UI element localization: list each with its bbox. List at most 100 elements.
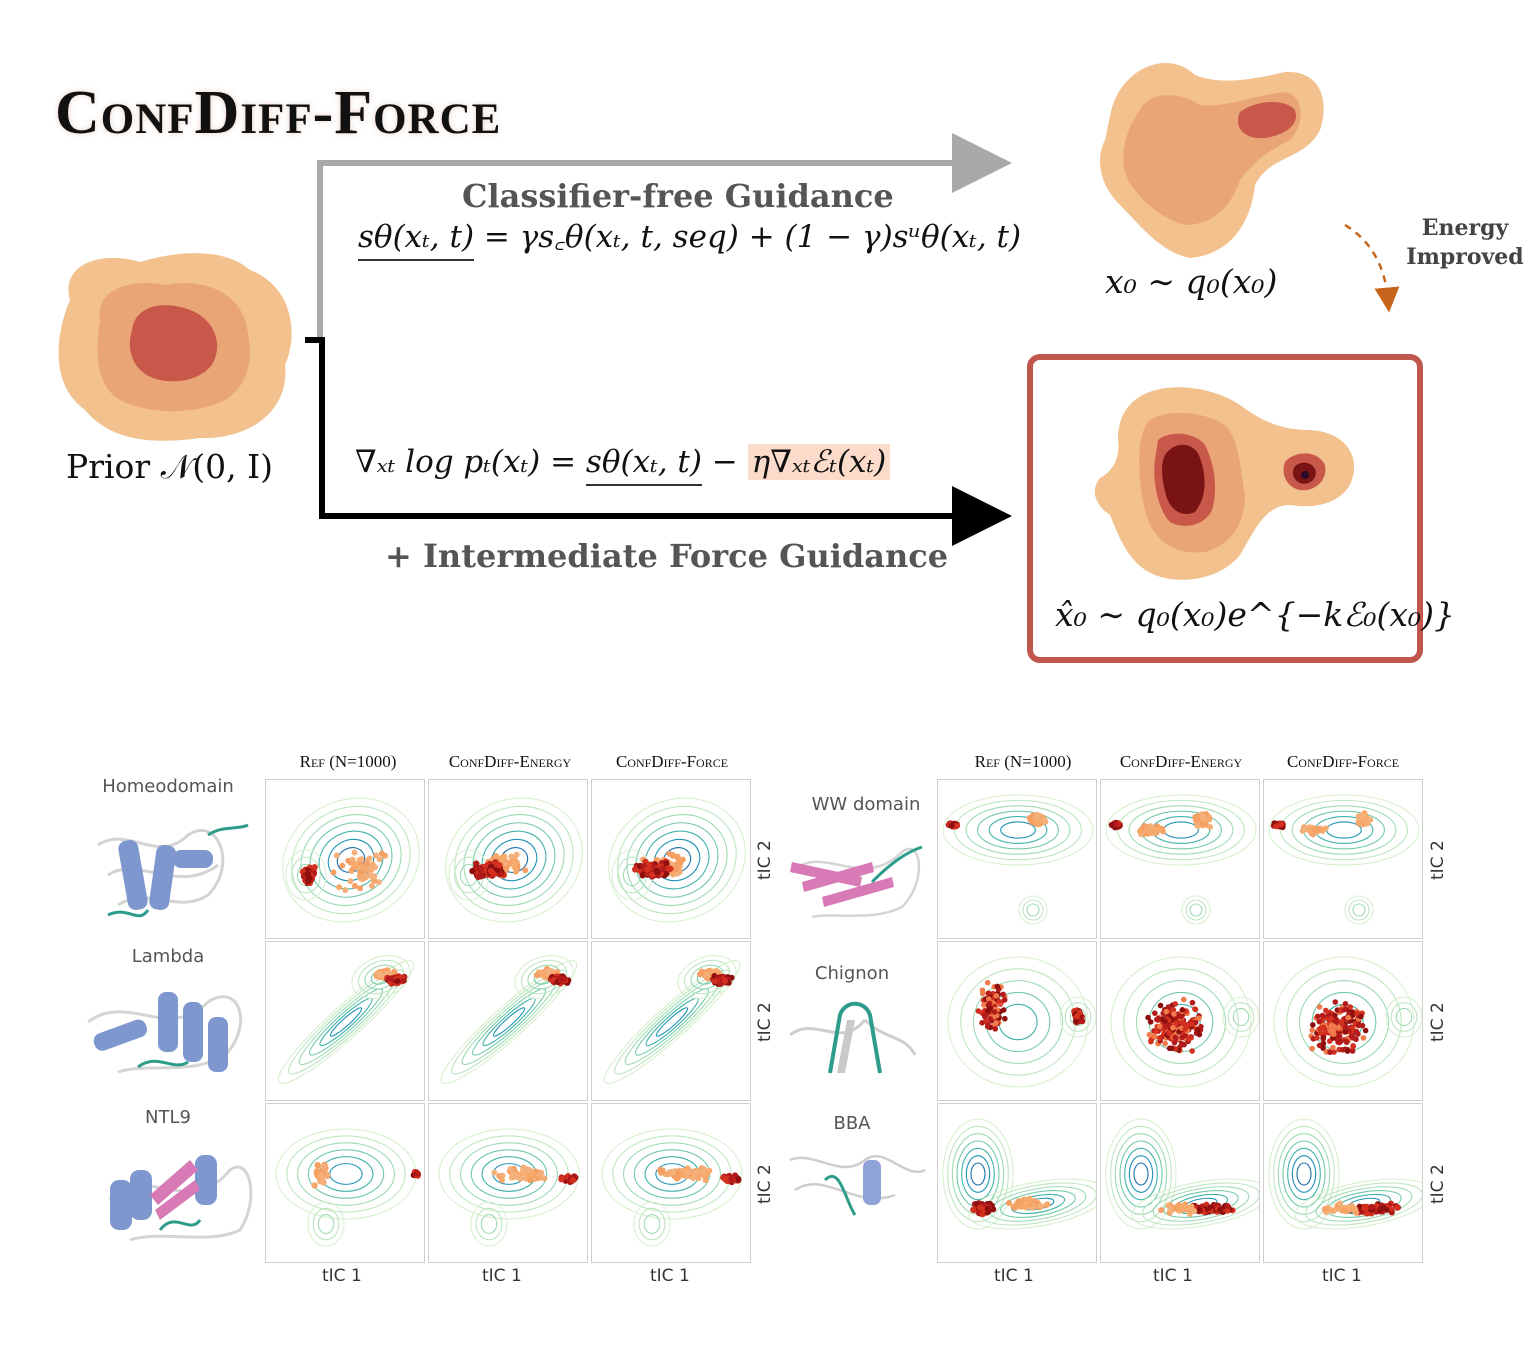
sample-point [985, 990, 992, 997]
sample-point [1005, 1200, 1012, 1207]
panel-plot [1105, 794, 1257, 925]
sample-point [522, 867, 529, 874]
sample-point [1362, 1205, 1369, 1212]
sample-point [1178, 1013, 1184, 1020]
sample-point [1350, 1043, 1356, 1050]
sample-point [1359, 821, 1366, 828]
right-col-header-ref: Ref (N=1000) [974, 752, 1072, 771]
contour-line [308, 988, 384, 1056]
x-axis-label: tIC 1 [482, 1266, 522, 1286]
sample-point [1185, 1035, 1192, 1042]
contour-line [461, 978, 557, 1066]
page-title: ConfDiff-Force [55, 79, 502, 147]
sample-point [1157, 1035, 1163, 1041]
contour-line [1114, 1133, 1168, 1215]
contour-line [601, 1128, 743, 1220]
sample-point [558, 1176, 565, 1183]
contour-line [298, 978, 394, 1066]
panel-chignon-ref [937, 941, 1097, 1101]
energy-note: Energy Improved [1400, 214, 1530, 272]
contour-line [965, 805, 1071, 855]
sample-point [1180, 996, 1187, 1003]
contour-line [470, 1201, 508, 1247]
sample-point [979, 990, 986, 997]
contour-line [445, 797, 583, 923]
contour-line [977, 810, 1059, 850]
contour-line [1352, 903, 1366, 917]
energy-note-line1: Energy [1421, 215, 1509, 241]
contour-line [1268, 794, 1420, 866]
row-label-ntl9: NTL9 [145, 1107, 191, 1128]
panel-lambda-energy [428, 941, 588, 1101]
contour-line [608, 797, 746, 923]
sample-point [1011, 1204, 1018, 1211]
contour-line [1291, 805, 1397, 855]
sample-point [558, 977, 565, 984]
sample-point [984, 1008, 991, 1014]
sample-point [1026, 815, 1033, 822]
panel-homeodomain-energy [428, 779, 588, 939]
sample-point [1157, 1002, 1164, 1009]
row-label-chignon: Chignon [814, 963, 890, 984]
contour-line [1273, 1125, 1335, 1223]
contour-line [1124, 1147, 1158, 1201]
panel-ntl9-ref [265, 1103, 425, 1263]
sample-point [1163, 1008, 1169, 1015]
contour-line [1189, 903, 1203, 917]
contour-line [470, 1149, 548, 1199]
panel-homeodomain-force [591, 779, 751, 939]
sample-point [499, 1172, 506, 1179]
sample-point [540, 1175, 547, 1182]
sample-point [1150, 1033, 1157, 1039]
contour-line [471, 988, 547, 1056]
contour-line [942, 794, 1094, 866]
sample-point [1349, 1048, 1356, 1054]
sample-point [993, 993, 1000, 999]
sample-point [979, 1020, 985, 1026]
sample-point [1172, 1204, 1179, 1211]
contour-line [307, 1149, 385, 1199]
contour-line [1059, 996, 1096, 1038]
force-equation-minus: − [701, 444, 748, 480]
x-axis-label: tIC 1 [994, 1266, 1034, 1286]
force-equation: ∇ₓₜ log pₜ(xₜ) = sθ(xₜ, t) − η∇ₓₜℰₜ(xₜ) [355, 444, 891, 486]
sample-point [535, 971, 542, 978]
sample-point [1273, 823, 1280, 830]
sample-point [984, 979, 991, 986]
contour-line [1232, 1007, 1250, 1027]
contour-line [1279, 799, 1409, 861]
sample-point [391, 969, 398, 976]
contour-line [520, 959, 568, 995]
sample-point [1380, 1204, 1387, 1211]
sample-point [700, 1166, 707, 1173]
sample-point [1206, 816, 1213, 823]
contour-line [1163, 821, 1199, 839]
sample-point [632, 866, 639, 873]
contour-line [1181, 895, 1211, 925]
sample-point [1333, 1017, 1340, 1023]
sample-point [347, 878, 354, 885]
contour-line [1390, 1002, 1418, 1032]
sample-point [1043, 1202, 1050, 1209]
sample-point [1224, 1203, 1231, 1210]
sample-point [996, 998, 1002, 1005]
sample-point [1358, 1013, 1364, 1020]
sample-point [400, 977, 407, 984]
sample-point [368, 882, 375, 889]
contour-line [677, 955, 737, 999]
sample-point [1181, 1041, 1187, 1048]
sample-point [1300, 824, 1307, 831]
sample-point [1360, 1035, 1367, 1041]
sample-point [1362, 1027, 1369, 1034]
panel-bba-energy [1100, 1103, 1260, 1263]
contour-line [968, 1178, 1096, 1230]
lambda-structure-image [87, 992, 243, 1074]
sample-point [1350, 1034, 1356, 1041]
sample-point [985, 996, 992, 1002]
left-col-header-force: ConfDiff-Force [615, 752, 729, 771]
sample-point [1315, 826, 1322, 833]
panel-plot [942, 1118, 1096, 1230]
contour-line [1133, 1162, 1149, 1186]
contour-line [351, 955, 411, 999]
contour-line [1385, 996, 1422, 1038]
